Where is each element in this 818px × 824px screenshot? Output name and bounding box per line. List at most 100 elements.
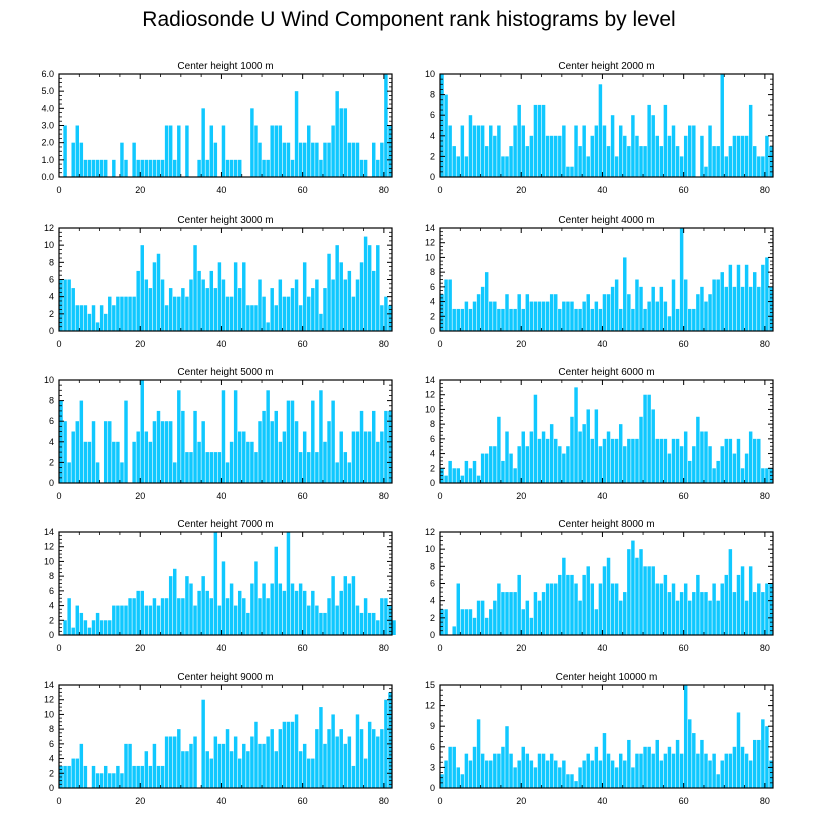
x-tick-label: 80 bbox=[760, 491, 770, 501]
bar bbox=[493, 301, 497, 331]
bar bbox=[757, 583, 761, 635]
y-tick-label: 14 bbox=[44, 527, 54, 537]
bar bbox=[209, 270, 214, 331]
bar bbox=[590, 583, 595, 635]
bar bbox=[99, 773, 104, 788]
x-tick-label: 60 bbox=[298, 185, 308, 195]
bar bbox=[315, 142, 319, 177]
bar bbox=[290, 400, 295, 483]
y-tick-label: 2 bbox=[49, 615, 54, 625]
bar bbox=[286, 400, 291, 483]
panel-10: Center height 10000 m 0 3 6 9 12 15 0 20 40 60 80 bbox=[425, 672, 774, 806]
bar bbox=[578, 308, 582, 331]
bar bbox=[156, 253, 161, 331]
bar bbox=[537, 301, 542, 331]
bar bbox=[359, 262, 364, 331]
panel-9: Center height 9000 m 0 2 4 6 8 10 12 14 0 20 40 60 80 bbox=[44, 672, 393, 806]
bar bbox=[655, 438, 659, 483]
bar bbox=[480, 753, 485, 788]
bar bbox=[323, 743, 327, 788]
bar bbox=[355, 279, 360, 331]
y-tick-label: 10 bbox=[425, 404, 435, 414]
bar bbox=[112, 605, 116, 635]
bar bbox=[152, 743, 157, 788]
x-tick-label: 0 bbox=[56, 185, 61, 195]
bar bbox=[112, 441, 116, 483]
bar bbox=[75, 605, 80, 635]
bar bbox=[728, 146, 733, 177]
bar bbox=[509, 146, 513, 177]
bar bbox=[173, 736, 177, 788]
panel-6: Center height 6000 m 0 2 4 6 8 10 12 14 0 20 40 60 80 bbox=[425, 367, 774, 501]
bar bbox=[347, 736, 352, 788]
bar bbox=[610, 438, 615, 483]
bar bbox=[335, 91, 339, 177]
x-tick-label: 0 bbox=[437, 796, 442, 806]
x-tick-label: 40 bbox=[597, 185, 607, 195]
bar bbox=[197, 159, 201, 177]
bar bbox=[712, 583, 716, 635]
bar bbox=[683, 583, 688, 635]
bar bbox=[99, 159, 104, 177]
bar bbox=[282, 431, 287, 483]
x-tick-label: 20 bbox=[516, 796, 526, 806]
bar bbox=[505, 156, 509, 177]
bar bbox=[294, 590, 299, 635]
bar bbox=[639, 549, 643, 635]
y-tick-label: 4 bbox=[430, 131, 435, 141]
bar bbox=[221, 125, 226, 177]
bar bbox=[323, 142, 327, 177]
y-tick-label: 2 bbox=[430, 613, 435, 623]
bar bbox=[537, 438, 542, 483]
bar bbox=[558, 574, 562, 635]
bar bbox=[562, 125, 566, 177]
bar bbox=[562, 453, 566, 483]
bar bbox=[643, 566, 647, 635]
bar bbox=[95, 612, 100, 635]
bar bbox=[533, 104, 538, 177]
bar bbox=[444, 279, 448, 331]
bar bbox=[704, 431, 708, 483]
bar bbox=[160, 159, 165, 177]
bar bbox=[639, 146, 643, 177]
bar bbox=[594, 125, 599, 177]
bar bbox=[720, 272, 724, 331]
bar bbox=[205, 159, 209, 177]
bar bbox=[513, 592, 517, 635]
bar bbox=[509, 592, 513, 635]
bar bbox=[229, 159, 234, 177]
bar bbox=[663, 438, 668, 483]
bar bbox=[728, 549, 733, 635]
y-tick-label: 6 bbox=[430, 742, 435, 752]
bar bbox=[274, 410, 278, 483]
bar bbox=[586, 753, 590, 788]
bar bbox=[732, 453, 737, 483]
bar bbox=[752, 272, 757, 331]
y-tick-label: 14 bbox=[44, 680, 54, 690]
bar bbox=[740, 468, 745, 483]
bar bbox=[108, 620, 112, 635]
y-tick-label: 10 bbox=[425, 544, 435, 554]
bar bbox=[444, 94, 448, 177]
bar bbox=[480, 600, 485, 635]
bar bbox=[594, 746, 599, 788]
y-tick-label: 14 bbox=[425, 223, 435, 233]
bar bbox=[598, 308, 603, 331]
bar bbox=[371, 729, 376, 788]
bar bbox=[339, 729, 343, 788]
bar bbox=[189, 279, 193, 331]
bar bbox=[679, 156, 684, 177]
bar bbox=[574, 387, 578, 483]
bar bbox=[606, 146, 611, 177]
bar bbox=[602, 294, 607, 331]
bar bbox=[489, 125, 493, 177]
bar bbox=[549, 135, 554, 177]
bar bbox=[675, 438, 680, 483]
bar bbox=[250, 583, 254, 635]
bar bbox=[627, 146, 631, 177]
bar bbox=[201, 576, 205, 635]
y-tick-label: 0 bbox=[430, 630, 435, 640]
bar bbox=[233, 390, 238, 483]
bar bbox=[355, 714, 360, 788]
bar bbox=[298, 751, 303, 788]
